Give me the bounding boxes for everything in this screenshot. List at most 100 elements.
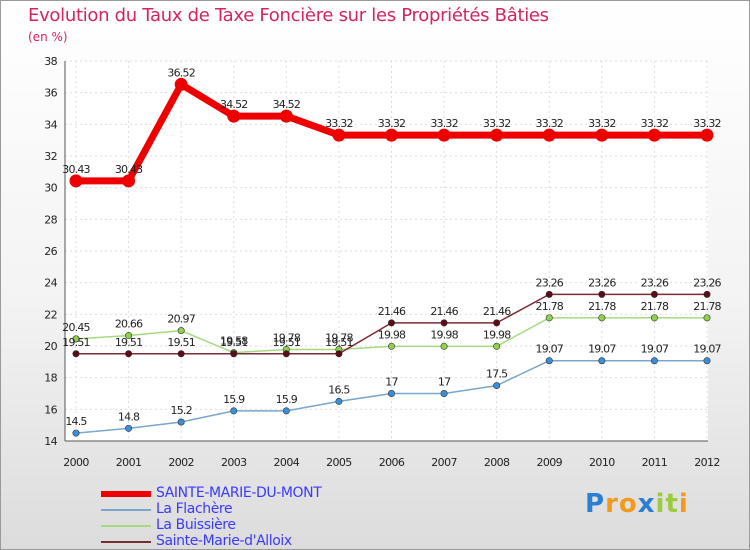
data-point — [598, 314, 606, 322]
data-point — [385, 128, 398, 142]
data-label: 33.32 — [483, 117, 511, 130]
data-point — [177, 350, 185, 358]
data-point — [493, 342, 501, 350]
data-label: 33.32 — [536, 117, 564, 130]
legend-item: SAINTE-MARIE-DU-MONT — [101, 485, 361, 502]
x-tick-label: 2008 — [484, 456, 510, 469]
logo-letter: i — [655, 489, 666, 519]
data-label: 19.51 — [273, 336, 301, 349]
y-tick-label: 32 — [44, 150, 57, 163]
data-label: 19.51 — [115, 336, 143, 349]
data-label: 33.32 — [378, 117, 406, 130]
data-label: 30.43 — [62, 163, 90, 176]
data-point — [493, 319, 501, 327]
data-label: 21.78 — [641, 300, 669, 313]
data-label: 23.26 — [693, 276, 721, 289]
data-label: 17.5 — [486, 368, 508, 381]
data-point — [700, 128, 714, 142]
data-label: 19.98 — [430, 328, 458, 341]
legend-swatch — [101, 491, 151, 497]
data-point — [174, 77, 188, 91]
logo-letter: t — [665, 489, 679, 519]
x-tick-label: 2004 — [274, 456, 300, 469]
data-point — [387, 389, 395, 397]
data-point — [650, 357, 658, 365]
data-label: 21.78 — [588, 300, 616, 313]
chart-title: Evolution du Taux de Taxe Foncière sur l… — [28, 5, 549, 26]
data-point — [440, 319, 448, 327]
data-point — [282, 350, 290, 358]
data-point — [69, 174, 83, 188]
data-point — [595, 128, 609, 142]
data-point — [650, 290, 658, 298]
data-point — [440, 342, 448, 350]
data-label: 20.97 — [167, 313, 195, 326]
y-tick-label: 14 — [44, 435, 57, 448]
x-tick-label: 2005 — [326, 456, 352, 469]
data-point — [177, 327, 185, 335]
y-tick-label: 20 — [44, 340, 57, 353]
data-label: 19.98 — [483, 328, 511, 341]
proxiti-logo: Proxiti — [585, 489, 689, 519]
data-label: 19.78 — [273, 331, 301, 344]
data-point — [387, 342, 395, 350]
data-label: 34.52 — [220, 98, 248, 111]
data-point — [542, 128, 556, 142]
data-point — [72, 335, 80, 343]
logo-letter: i — [678, 489, 689, 519]
data-label: 19.51 — [167, 336, 195, 349]
data-label: 19.51 — [62, 336, 90, 349]
legend-swatch — [101, 525, 151, 527]
data-label: 19.07 — [536, 343, 564, 356]
x-tick-label: 2001 — [116, 456, 142, 469]
legend-label: La Buissière — [156, 517, 236, 533]
y-tick-label: 36 — [44, 87, 57, 100]
line-chart: 14 16 18 20 22 24 26 28 30 32 34 36 38 2000 2001 2002 20… — [44, 55, 722, 469]
data-label: 34.52 — [273, 98, 301, 111]
data-point — [437, 128, 451, 142]
data-point — [335, 350, 343, 358]
y-tick-label: 22 — [44, 308, 57, 321]
y-tick-label: 18 — [44, 372, 57, 385]
x-tick-label: 2006 — [379, 456, 405, 469]
data-point — [122, 174, 136, 188]
data-label: 19.07 — [588, 343, 616, 356]
data-point — [227, 109, 241, 123]
data-label: 33.32 — [430, 117, 458, 130]
data-label: 23.26 — [641, 276, 669, 289]
x-tick-label: 2011 — [642, 456, 668, 469]
legend-item: La Flachère — [101, 501, 361, 518]
data-label: 20.66 — [115, 318, 143, 331]
legend-label: La Flachère — [156, 501, 233, 517]
data-point — [545, 290, 553, 298]
data-label: 21.78 — [693, 300, 721, 313]
data-point — [387, 319, 395, 327]
logo-letter: r — [605, 489, 619, 519]
x-tick-label: 2002 — [168, 456, 194, 469]
data-point — [335, 397, 343, 405]
data-point — [490, 128, 504, 142]
y-tick-label: 38 — [44, 55, 57, 68]
x-tick-label: 2007 — [431, 456, 457, 469]
data-point — [230, 350, 238, 358]
legend-item: La Buissière — [101, 517, 361, 534]
data-point — [279, 109, 293, 123]
legend-item: Sainte-Marie-d'Alloix — [101, 533, 361, 550]
data-point — [650, 314, 658, 322]
data-label: 17 — [385, 376, 398, 389]
data-point — [177, 418, 185, 426]
data-label: 23.26 — [588, 276, 616, 289]
data-point — [440, 389, 448, 397]
data-label: 19.58 — [220, 335, 248, 348]
logo-letter: P — [585, 489, 606, 519]
x-tick-label: 2009 — [536, 456, 562, 469]
data-point — [332, 128, 346, 142]
data-label: 19.98 — [378, 328, 406, 341]
data-label: 33.32 — [325, 117, 353, 130]
data-point — [703, 357, 711, 365]
y-tick-label: 26 — [44, 245, 57, 258]
y-tick-label: 30 — [44, 182, 57, 195]
data-point — [598, 357, 606, 365]
unit-label: (en %) — [28, 30, 68, 44]
